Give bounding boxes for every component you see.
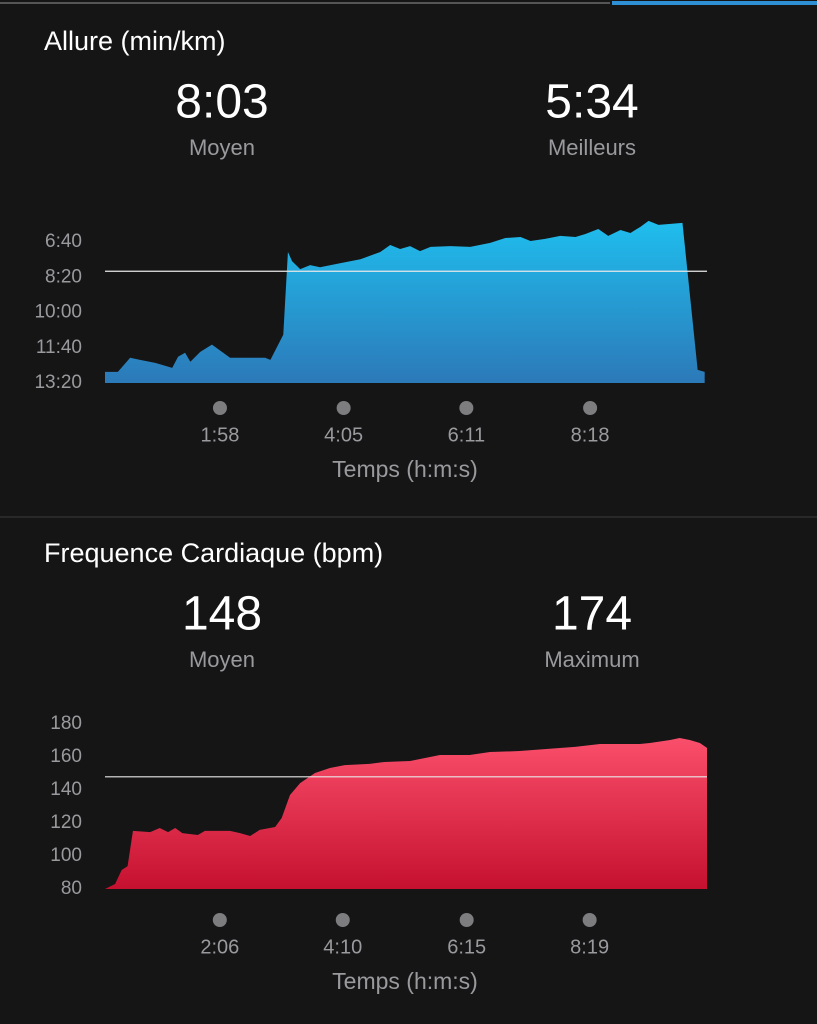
y-tick-label: 160 <box>50 746 82 767</box>
x-tick-dot <box>583 401 598 415</box>
y-tick-label: 140 <box>50 779 82 800</box>
chart-title: Allure (min/km) <box>44 26 226 56</box>
x-tick-dot <box>582 913 597 927</box>
x-axis-title: Temps (h:m:s) <box>332 968 478 994</box>
y-tick-label: 180 <box>50 713 82 734</box>
x-axis-title: Temps (h:m:s) <box>332 456 478 482</box>
x-tick-dot <box>335 913 350 927</box>
y-tick-label: 10:00 <box>34 302 82 323</box>
y-tick-label: 120 <box>50 812 82 833</box>
x-tick-label: 4:10 <box>323 936 362 958</box>
stat-label: Moyen <box>189 135 255 160</box>
stat-label: Maximum <box>544 647 639 672</box>
x-tick-dot <box>212 913 227 927</box>
x-tick-label: 4:05 <box>324 424 363 446</box>
x-tick-dot <box>459 401 474 415</box>
x-tick-label: 6:15 <box>447 936 486 958</box>
y-tick-label: 11:40 <box>36 337 82 358</box>
y-tick-label: 100 <box>50 845 82 866</box>
stat-label: Moyen <box>189 647 255 672</box>
area <box>105 738 707 889</box>
x-tick-label: 2:06 <box>200 936 239 958</box>
x-tick-label: 6:11 <box>448 424 485 446</box>
y-tick-label: 13:20 <box>34 372 82 393</box>
y-tick-label: 6:40 <box>45 231 82 252</box>
stat-value: 8:03 <box>175 76 268 129</box>
x-tick-label: 1:58 <box>200 424 239 446</box>
stat-value: 174 <box>552 588 632 641</box>
x-tick-dot <box>336 401 351 415</box>
y-tick-label: 80 <box>61 878 82 899</box>
stat-value: 148 <box>182 588 262 641</box>
chart-title: Frequence Cardiaque (bpm) <box>44 538 383 568</box>
x-tick-dot <box>212 401 227 415</box>
x-tick-label: 8:18 <box>571 424 610 446</box>
y-tick-label: 8:20 <box>45 266 82 287</box>
stat-label: Meilleurs <box>548 135 636 160</box>
stat-value: 5:34 <box>545 76 638 129</box>
x-tick-dot <box>459 913 474 927</box>
x-tick-label: 8:19 <box>570 936 609 958</box>
area <box>105 220 705 383</box>
